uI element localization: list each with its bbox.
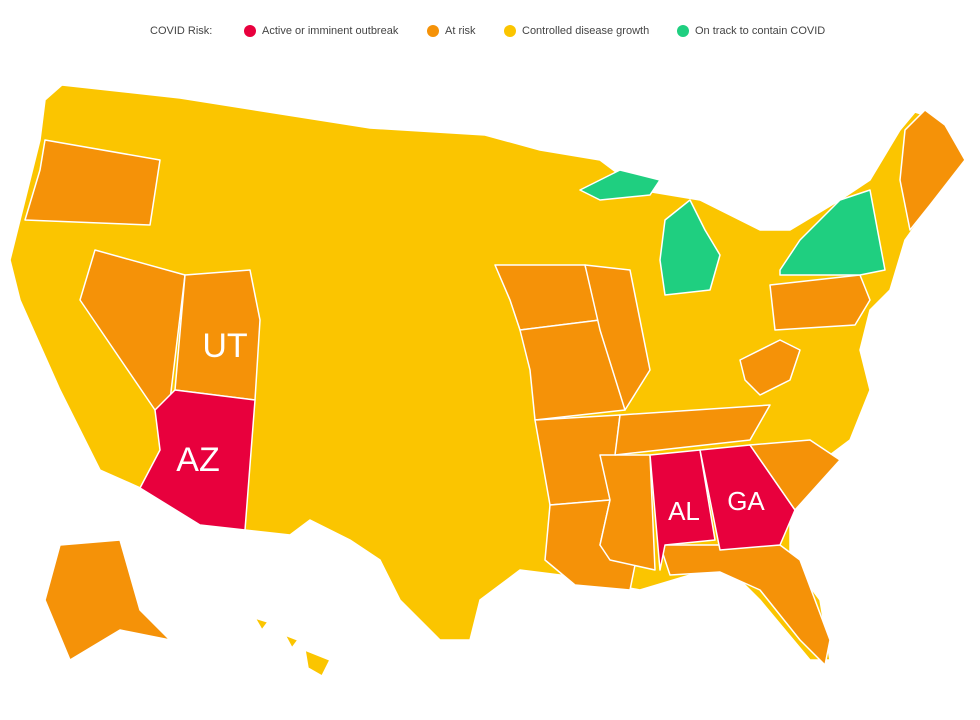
legend-swatch <box>244 25 256 37</box>
state <box>659 199 721 296</box>
legend-title: COVID Risk: <box>150 25 212 37</box>
state-label: AZ <box>176 441 219 479</box>
state <box>769 274 871 331</box>
legend-label: Active or imminent outbreak <box>262 25 399 37</box>
legend-label: Controlled disease growth <box>522 25 649 37</box>
legend-swatch <box>427 25 439 37</box>
state <box>649 449 716 571</box>
state <box>749 439 841 511</box>
state <box>304 649 331 677</box>
states <box>9 84 966 677</box>
legend: COVID Risk: Active or imminent outbreak A… <box>150 25 825 37</box>
state <box>24 139 161 226</box>
state <box>139 389 256 531</box>
state <box>779 189 886 276</box>
state <box>899 109 966 231</box>
state-label: UT <box>202 327 247 365</box>
state-labels: UT AZ AL GA <box>176 327 765 526</box>
state-label: AL <box>668 496 700 526</box>
legend-swatch <box>677 25 689 37</box>
state <box>699 444 796 551</box>
state <box>584 264 651 411</box>
state <box>614 404 771 456</box>
legend-swatch <box>504 25 516 37</box>
state <box>659 544 831 666</box>
state <box>174 269 261 401</box>
state <box>44 539 171 661</box>
legend-label: At risk <box>445 25 476 37</box>
state-label: GA <box>727 486 765 516</box>
legend-label: On track to contain COVID <box>695 25 825 37</box>
state <box>284 634 299 649</box>
state <box>599 454 656 571</box>
state <box>739 339 801 396</box>
state <box>579 169 661 201</box>
state <box>254 617 269 631</box>
